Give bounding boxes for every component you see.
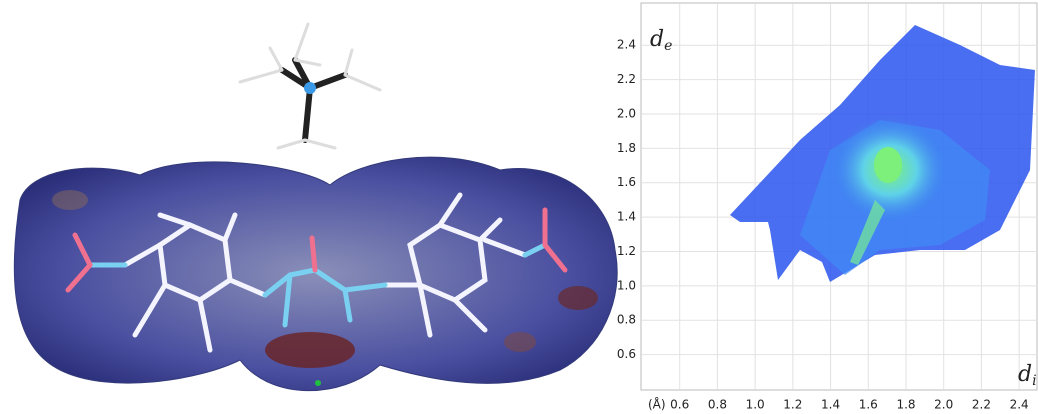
fingerprint-cloud [730, 25, 1035, 282]
x-tick-label: 1.4 [821, 398, 840, 412]
x-tick-label: 0.8 [708, 398, 727, 412]
y-tick-label: 1.4 [617, 210, 636, 224]
y-tick-label: 2.4 [617, 38, 636, 52]
x-tick-label: 1.0 [746, 398, 765, 412]
molecule-illustration [14, 24, 617, 391]
page: {"chart_data": {"type": "fingerprint", "… [0, 0, 1038, 414]
y-axis-label: de [650, 27, 672, 54]
y-tick-label: 2.2 [617, 72, 636, 86]
x-tick-label: 0.6 [670, 398, 689, 412]
y-tick-label: 1.2 [617, 244, 636, 258]
x-tick-label: 1.8 [896, 398, 915, 412]
figure: de di (Å) 0.60.81.01.21.41.61.82.02.22.4… [0, 0, 1038, 414]
x-axis-label: di [1018, 362, 1037, 389]
y-tick-label: 2.0 [617, 106, 636, 120]
x-tick-label: 1.6 [859, 398, 878, 412]
x-axis-label-main: d [1018, 362, 1032, 387]
x-axis-label-sub: i [1032, 373, 1036, 389]
y-axis-label-main: d [650, 27, 664, 52]
y-tick-label: 0.6 [617, 347, 636, 361]
y-tick-label: 1.8 [617, 141, 636, 155]
y-axis-label-sub: e [664, 38, 672, 54]
unit-label: (Å) [648, 397, 666, 412]
y-tick-label: 1.0 [617, 278, 636, 292]
y-tick-label: 1.6 [617, 175, 636, 189]
y-tick-label: 0.8 [617, 313, 636, 327]
x-tick-label: 2.0 [934, 398, 953, 412]
x-tick-label: 1.2 [783, 398, 802, 412]
x-tick-label: 2.4 [1010, 398, 1029, 412]
x-tick-label: 2.2 [972, 398, 991, 412]
